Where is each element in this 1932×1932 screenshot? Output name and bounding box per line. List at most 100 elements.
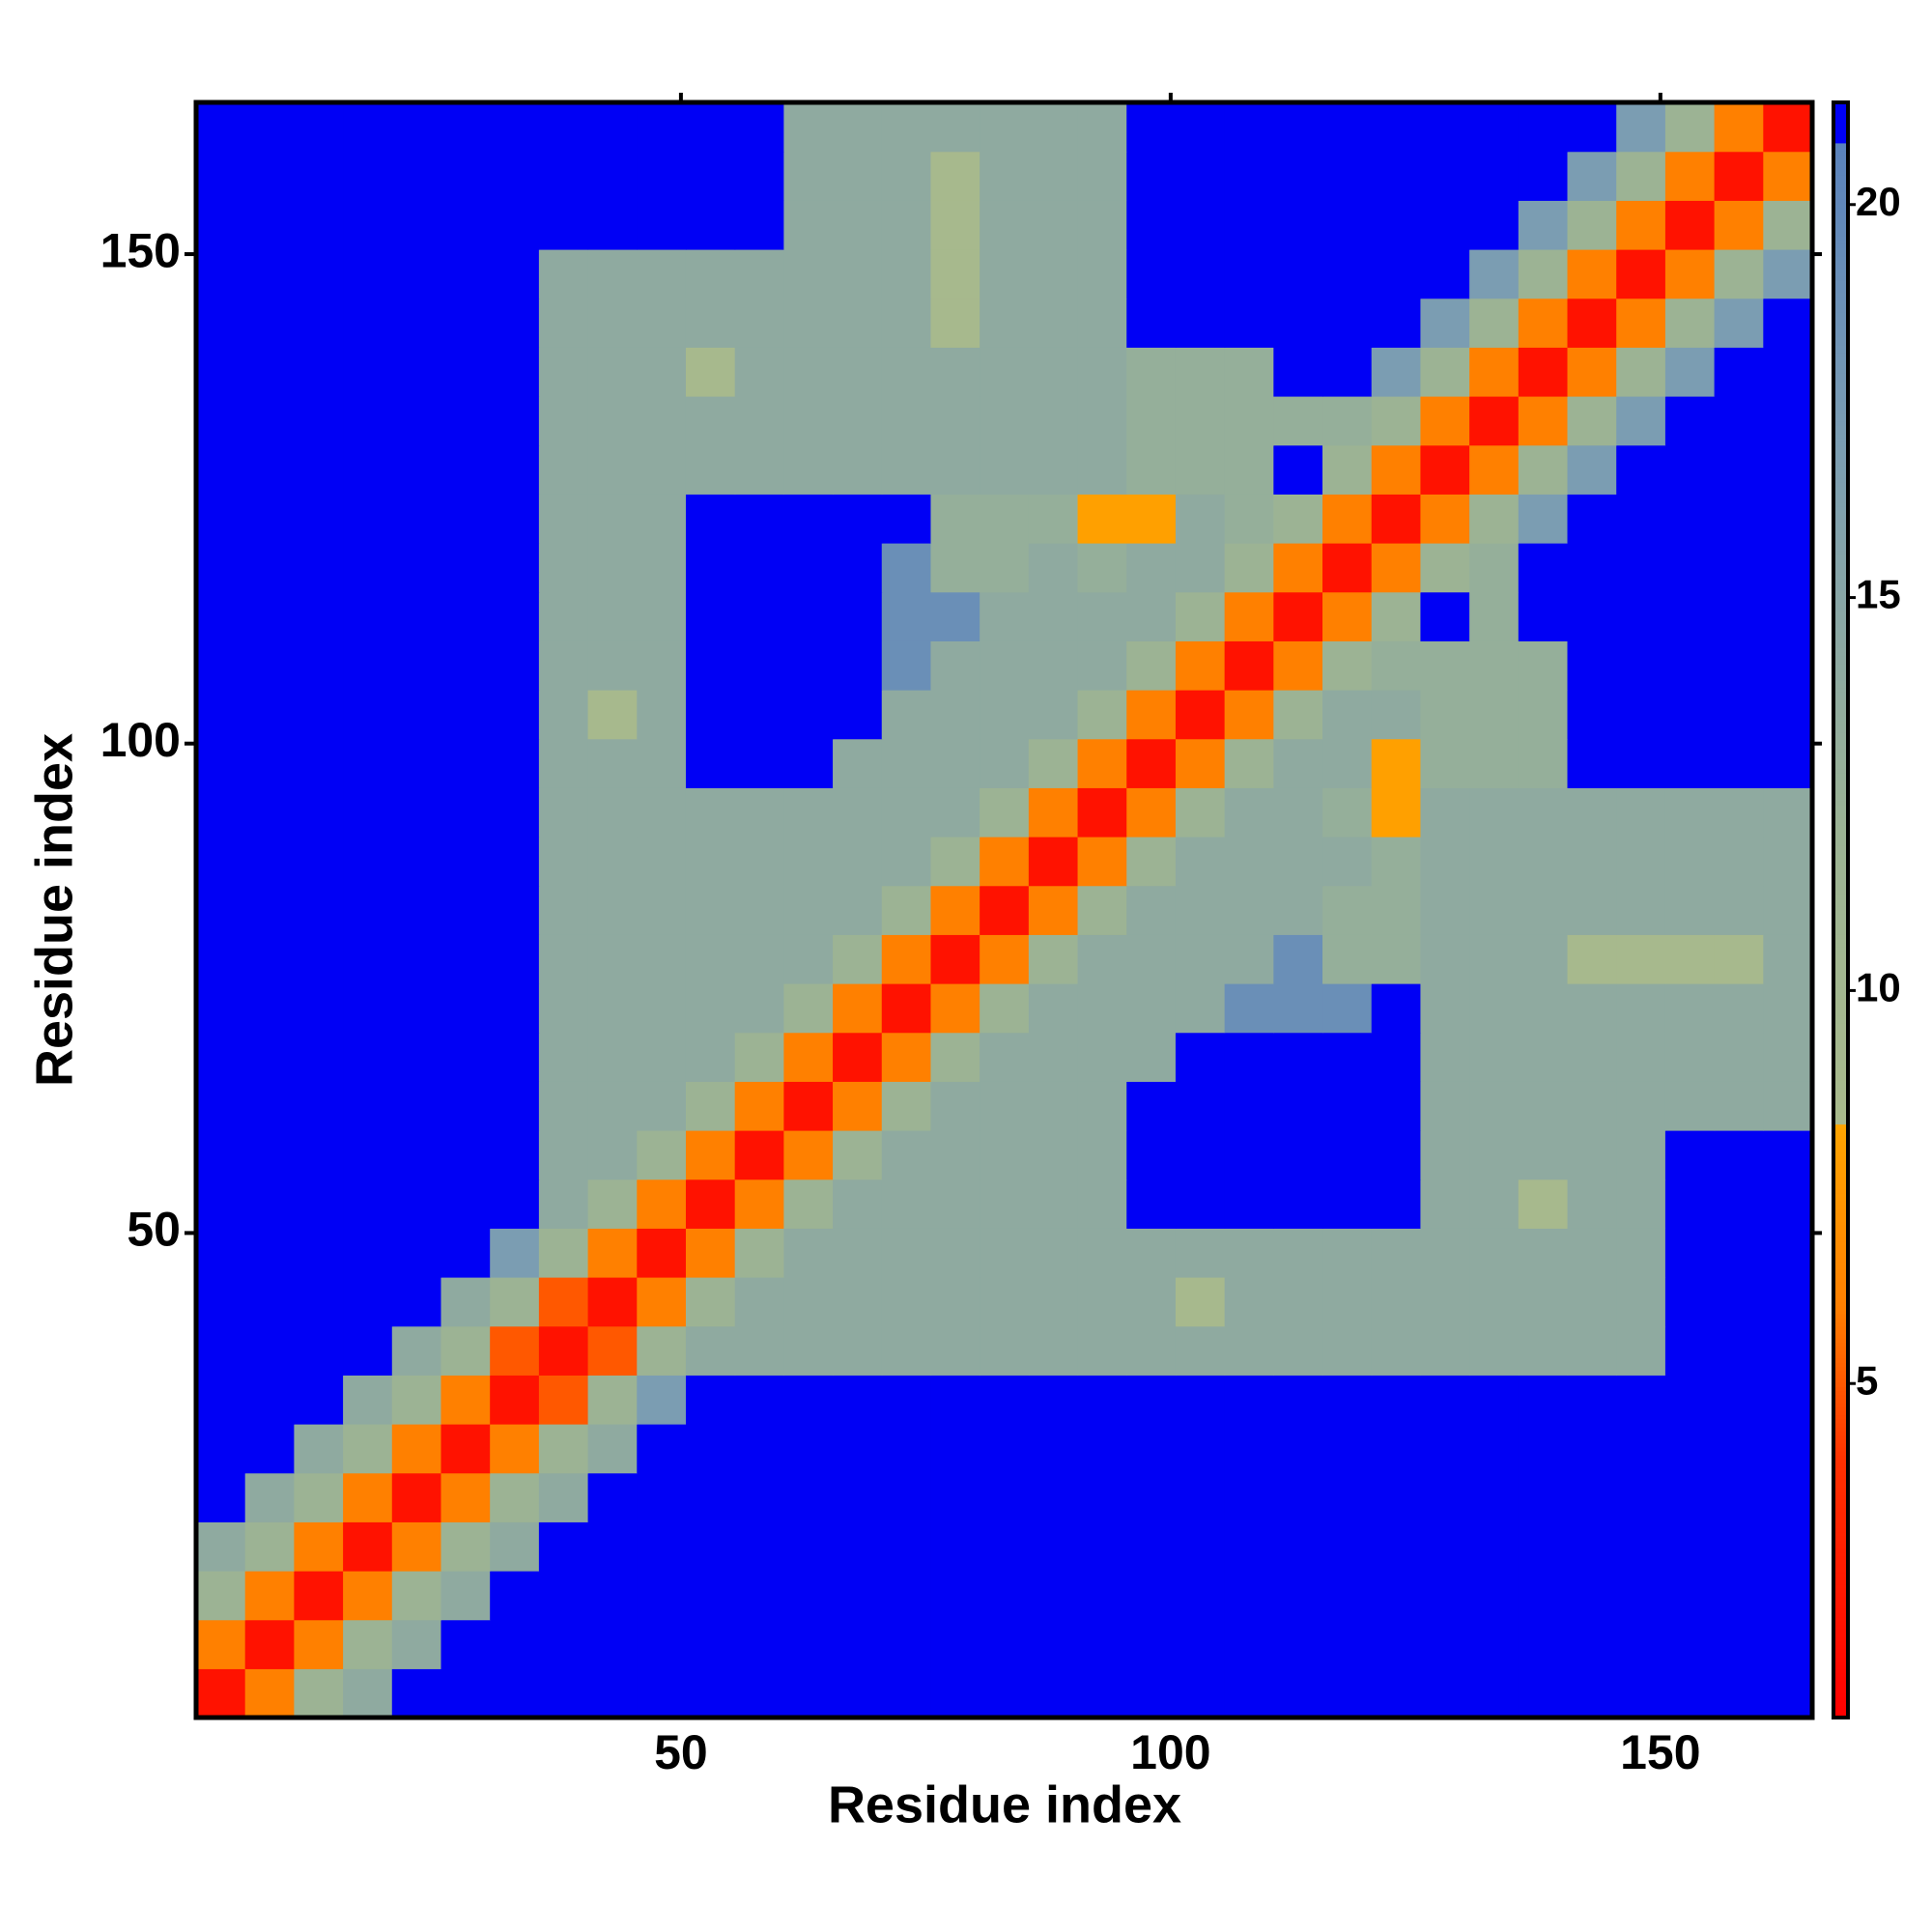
colorbar-swatch bbox=[1833, 768, 1848, 774]
heatmap-cell bbox=[734, 1081, 784, 1131]
heatmap-cell bbox=[440, 934, 491, 984]
colorbar-swatch bbox=[1833, 1422, 1848, 1428]
colorbar-swatch bbox=[1833, 312, 1848, 318]
heatmap-cell bbox=[1224, 102, 1274, 153]
heatmap-cell bbox=[930, 494, 980, 544]
colorbar-swatch bbox=[1833, 360, 1848, 366]
heatmap-cell bbox=[1077, 1081, 1127, 1131]
colorbar-swatch bbox=[1833, 1394, 1848, 1400]
heatmap-cell bbox=[1371, 787, 1422, 838]
heatmap-cell bbox=[1763, 1277, 1813, 1327]
colorbar-swatch bbox=[1833, 890, 1848, 895]
heatmap-cell bbox=[1469, 1179, 1520, 1229]
heatmap-cell bbox=[637, 102, 687, 153]
colorbar-swatch bbox=[1833, 155, 1848, 160]
colorbar-swatch bbox=[1833, 1366, 1848, 1372]
heatmap-cell bbox=[881, 102, 932, 153]
colorbar-swatch bbox=[1833, 1692, 1848, 1698]
heatmap-cell bbox=[1469, 102, 1520, 153]
heatmap-cell bbox=[244, 347, 295, 397]
heatmap-cell bbox=[1420, 1521, 1470, 1572]
heatmap-cell bbox=[1763, 1668, 1813, 1719]
heatmap-cell bbox=[1518, 102, 1569, 153]
colorbar-tick-label: 20 bbox=[1856, 179, 1901, 224]
x-tick-label: 150 bbox=[1620, 1725, 1700, 1779]
heatmap-cell bbox=[1126, 1375, 1177, 1425]
heatmap-cell bbox=[1616, 983, 1666, 1034]
heatmap-cell bbox=[1567, 1521, 1617, 1572]
heatmap-cell bbox=[1518, 690, 1569, 740]
heatmap-cell bbox=[734, 494, 784, 544]
colorbar-swatch bbox=[1833, 1636, 1848, 1642]
heatmap-cell bbox=[1664, 151, 1716, 201]
colorbar-swatch bbox=[1833, 1007, 1848, 1012]
colorbar-swatch bbox=[1833, 421, 1848, 426]
heatmap-cell bbox=[685, 444, 736, 495]
colorbar-swatch bbox=[1833, 1370, 1848, 1376]
colorbar-swatch bbox=[1833, 235, 1848, 241]
colorbar-swatch bbox=[1833, 332, 1848, 338]
colorbar-swatch bbox=[1833, 271, 1848, 277]
heatmap-cell bbox=[490, 151, 540, 201]
colorbar-swatch bbox=[1833, 1144, 1848, 1150]
heatmap-cell bbox=[1371, 1375, 1422, 1425]
heatmap-cell bbox=[196, 787, 246, 838]
heatmap-cell bbox=[1763, 102, 1813, 153]
heatmap-cell bbox=[1371, 1228, 1422, 1278]
colorbar-swatch bbox=[1833, 643, 1848, 648]
heatmap-cell bbox=[196, 1032, 246, 1082]
colorbar-swatch bbox=[1833, 1103, 1848, 1109]
heatmap-cell bbox=[1273, 738, 1323, 788]
heatmap-cell bbox=[1469, 1325, 1520, 1376]
heatmap-cell bbox=[1616, 200, 1666, 250]
heatmap-cell bbox=[1567, 1081, 1617, 1131]
heatmap-cell bbox=[244, 837, 295, 887]
heatmap-cell bbox=[1469, 885, 1520, 935]
heatmap-cell bbox=[1420, 1277, 1470, 1327]
heatmap-cell bbox=[685, 1130, 736, 1180]
heatmap-cell bbox=[1224, 738, 1274, 788]
heatmap-cell bbox=[1518, 837, 1569, 887]
heatmap-cell bbox=[881, 1179, 932, 1229]
heatmap-cell bbox=[783, 1032, 834, 1082]
heatmap-cell bbox=[490, 787, 540, 838]
heatmap-cell bbox=[783, 787, 834, 838]
heatmap-cell bbox=[930, 1032, 980, 1082]
colorbar-swatch bbox=[1833, 183, 1848, 188]
heatmap-cell bbox=[1763, 690, 1813, 740]
heatmap-cell bbox=[1420, 1032, 1470, 1082]
colorbar-swatch bbox=[1833, 1559, 1848, 1565]
colorbar-swatch bbox=[1833, 1071, 1848, 1076]
colorbar-swatch bbox=[1833, 1438, 1848, 1444]
heatmap-cell bbox=[1175, 1032, 1226, 1082]
heatmap-cell bbox=[783, 1179, 834, 1229]
heatmap-cell bbox=[538, 1277, 589, 1327]
heatmap-cell bbox=[1126, 543, 1177, 593]
heatmap-cell bbox=[1714, 298, 1764, 348]
heatmap-cell bbox=[1763, 1619, 1813, 1669]
colorbar-swatch bbox=[1833, 215, 1848, 220]
heatmap-cell bbox=[1567, 102, 1617, 153]
heatmap-cell bbox=[1175, 738, 1226, 788]
heatmap-cell bbox=[1616, 787, 1666, 838]
colorbar-swatch bbox=[1833, 958, 1848, 963]
heatmap-cell bbox=[1664, 444, 1716, 495]
heatmap-cell bbox=[490, 690, 540, 740]
heatmap-cell bbox=[391, 1325, 442, 1376]
heatmap-cell bbox=[1273, 640, 1323, 691]
heatmap-cell bbox=[538, 1619, 589, 1669]
colorbar-swatch bbox=[1833, 1564, 1848, 1569]
heatmap-cell bbox=[538, 151, 589, 201]
heatmap-cell bbox=[1077, 102, 1127, 153]
colorbar-swatch bbox=[1833, 1523, 1848, 1529]
heatmap-cell bbox=[1420, 885, 1470, 935]
heatmap-cell bbox=[294, 787, 344, 838]
heatmap-cell bbox=[587, 151, 638, 201]
heatmap-cell bbox=[1371, 885, 1422, 935]
heatmap-cell bbox=[1664, 1228, 1716, 1278]
heatmap-cell bbox=[1224, 347, 1274, 397]
heatmap-cell bbox=[1664, 591, 1716, 641]
heatmap-cell bbox=[196, 1521, 246, 1572]
heatmap-cell bbox=[1028, 102, 1079, 153]
